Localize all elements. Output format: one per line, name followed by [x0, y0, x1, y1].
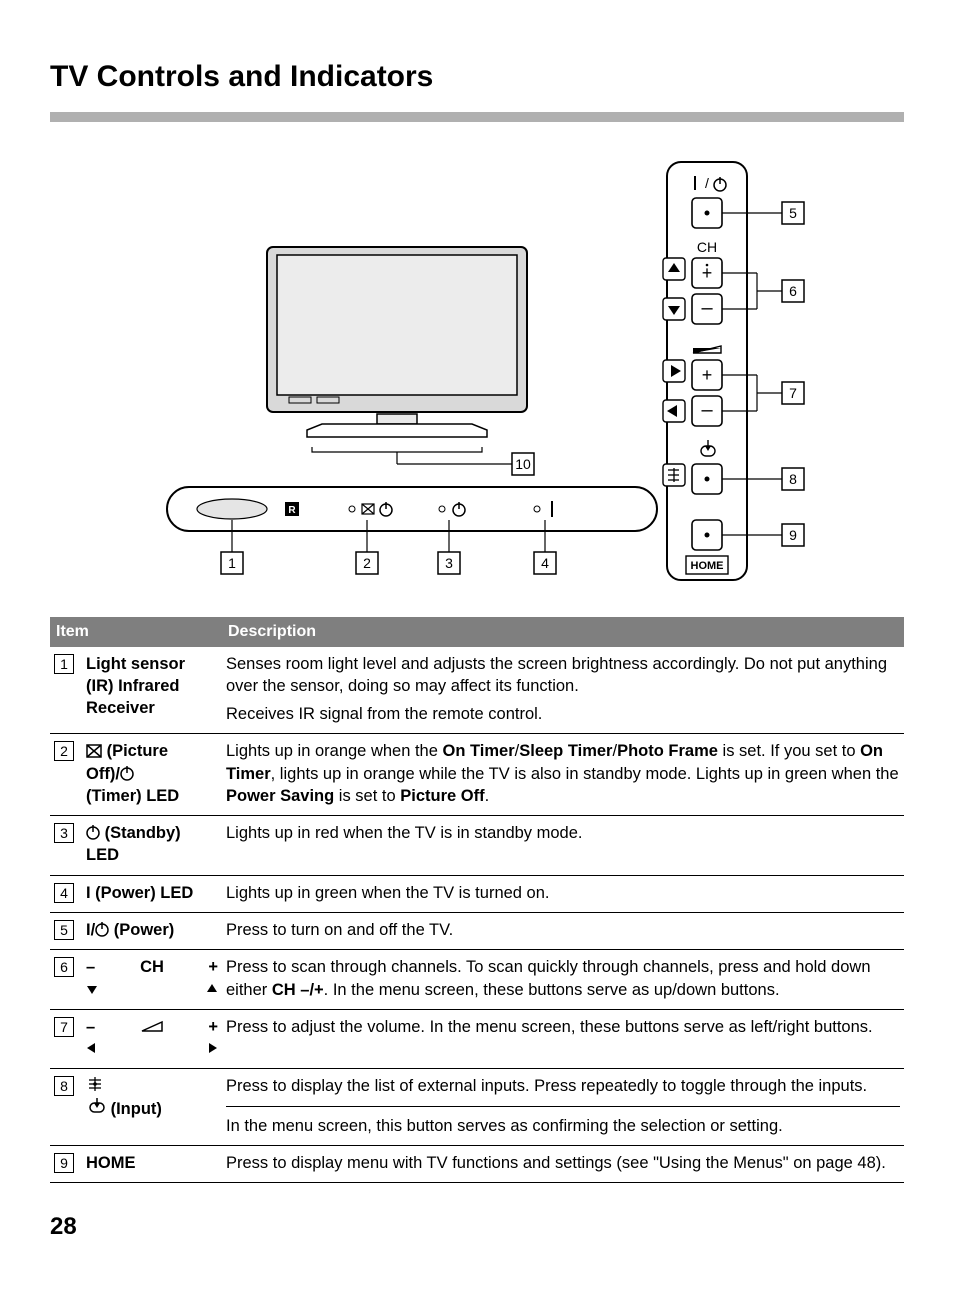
picture-off-icon: [86, 744, 102, 758]
num-2: 2: [54, 741, 74, 761]
svg-text:+: +: [702, 365, 713, 385]
item-9: HOME: [82, 1145, 222, 1182]
row-9: 9 HOME Press to display menu with TV fun…: [50, 1145, 904, 1182]
ch-label: CH: [106, 956, 198, 978]
tv-diagram: 10 R 1 2 3 4: [50, 152, 904, 587]
desc-1-l2: Receives IR signal from the remote contr…: [226, 703, 900, 725]
vol-minus: –: [86, 1016, 106, 1038]
page-title: TV Controls and Indicators: [50, 60, 904, 94]
svg-text:6: 6: [789, 283, 797, 299]
controls-table: Item Description 1 Light sensor (IR) Inf…: [50, 617, 904, 1183]
title-underline: [50, 112, 904, 122]
item-8: (Input): [106, 1100, 162, 1118]
svg-text:–: –: [701, 297, 713, 319]
item-1-l3: Receiver: [86, 699, 155, 717]
svg-text:R: R: [288, 505, 296, 516]
desc-4: Lights up in green when the TV is turned…: [222, 875, 904, 912]
item-1-l2: (IR) Infrared: [86, 677, 180, 695]
item-1-l1: Light sensor: [86, 655, 185, 673]
desc-3: Lights up in red when the TV is in stand…: [222, 816, 904, 876]
svg-text:/: /: [705, 175, 709, 191]
svg-text:10: 10: [515, 456, 531, 472]
arrow-left-icon: [86, 1042, 98, 1054]
timer-icon: [120, 765, 134, 781]
desc-7: Press to adjust the volume. In the menu …: [222, 1009, 904, 1069]
num-9: 9: [54, 1153, 74, 1173]
svg-text:2: 2: [363, 555, 371, 571]
item-2-l3: (Timer) LED: [86, 787, 179, 805]
ch-minus: –: [86, 956, 106, 978]
svg-text:–: –: [701, 399, 713, 421]
front-panel: R: [167, 487, 657, 531]
row-3: 3 (Standby) LED Lights up in red when th…: [50, 816, 904, 876]
svg-text:8: 8: [789, 471, 797, 487]
arrow-up-icon: [206, 983, 218, 995]
vol-plus: +: [198, 1016, 218, 1038]
remote: / CH + – + –: [663, 162, 747, 580]
item-2-l2: Off)/: [86, 765, 120, 783]
input-select-icon: [86, 1077, 104, 1091]
num-7: 7: [54, 1017, 74, 1037]
standby-icon: [86, 824, 100, 840]
col-item-header: Item: [50, 617, 222, 647]
svg-text:4: 4: [541, 555, 549, 571]
svg-text:5: 5: [789, 205, 797, 221]
volume-icon: [141, 1020, 163, 1032]
svg-text:HOME: HOME: [691, 560, 724, 572]
num-5: 5: [54, 920, 74, 940]
num-1: 1: [54, 654, 74, 674]
desc-8b: In the menu screen, this button serves a…: [226, 1115, 900, 1137]
row-5: 5 I/ (Power) Press to turn on and off th…: [50, 912, 904, 949]
num-3: 3: [54, 823, 74, 843]
svg-text:+: +: [702, 263, 713, 283]
item-5: (Power): [109, 921, 174, 939]
col-desc-header: Description: [222, 617, 904, 647]
num-8: 8: [54, 1076, 74, 1096]
num-4: 4: [54, 883, 74, 903]
desc-6: Press to scan through channels. To scan …: [222, 950, 904, 1010]
row-8: 8 (Input) Press to display the list of e…: [50, 1069, 904, 1146]
desc-5: Press to turn on and off the TV.: [222, 912, 904, 949]
arrow-right-icon: [206, 1042, 218, 1054]
num-6: 6: [54, 957, 74, 977]
row-7: 7 – + Press to adjust the volume. In the…: [50, 1009, 904, 1069]
row-4: 4 I (Power) LED Lights up in green when …: [50, 875, 904, 912]
input-icon: [86, 1098, 106, 1114]
item-2-l1: (Picture: [102, 742, 168, 760]
ch-plus: +: [198, 956, 218, 978]
svg-text:1: 1: [228, 555, 236, 571]
power-icon: [95, 921, 109, 937]
power-prefix: I/: [86, 921, 95, 939]
svg-text:9: 9: [789, 527, 797, 543]
desc-2: Lights up in orange when the On Timer/Sl…: [222, 734, 904, 816]
arrow-down-icon: [86, 983, 98, 995]
page-number: 28: [50, 1213, 904, 1241]
tv-outline: 10: [267, 247, 534, 475]
svg-text:7: 7: [789, 385, 797, 401]
item-3-l2: LED: [86, 846, 119, 864]
desc-8a: Press to display the list of external in…: [226, 1075, 900, 1106]
desc-9: Press to display menu with TV functions …: [222, 1145, 904, 1182]
svg-text:3: 3: [445, 555, 453, 571]
row-2: 2 (Picture Off)/ (Timer) LED Lights up i…: [50, 734, 904, 816]
row-1: 1 Light sensor (IR) Infrared Receiver Se…: [50, 647, 904, 734]
desc-1-l1: Senses room light level and adjusts the …: [226, 653, 900, 698]
svg-text:CH: CH: [697, 239, 717, 255]
row-6: 6 – CH + Press to scan through channels.…: [50, 950, 904, 1010]
item-3-l1: (Standby): [100, 824, 181, 842]
item-4: (Power) LED: [91, 884, 194, 902]
